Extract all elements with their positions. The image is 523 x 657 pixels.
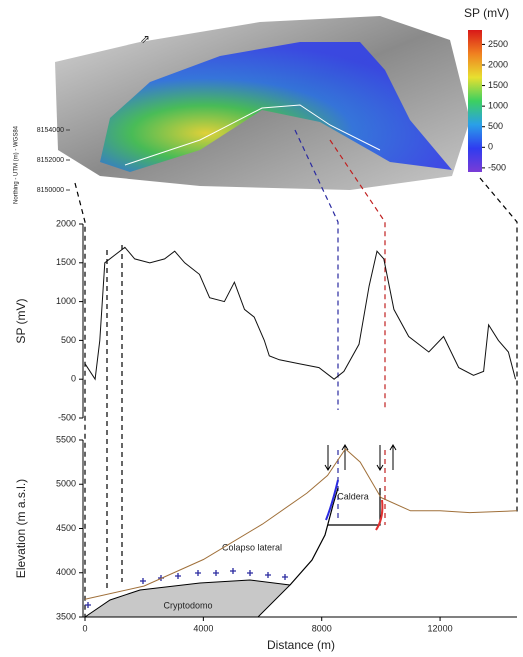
- annotation: Colapso lateral: [222, 542, 282, 552]
- colorbar-tick-label: -500: [488, 162, 506, 172]
- data-line: [84, 246, 516, 381]
- colorbar-tick-label: 2500: [488, 39, 508, 49]
- y-tick-label: 2000: [56, 218, 76, 228]
- annotation: Cryptodomo: [163, 600, 212, 610]
- northing-tick-label: 8154000: [37, 127, 64, 134]
- y-axis-label: Elevation (m a.s.l.): [14, 479, 28, 578]
- northing-tick-label: 8152000: [37, 157, 64, 164]
- northing-tick-label: 8150000: [37, 187, 64, 194]
- cryptodomo-body: [83, 579, 292, 618]
- colorbar-tick-label: 1500: [488, 80, 508, 90]
- y-tick-label: 1000: [56, 296, 76, 306]
- y-tick-label: 3500: [56, 611, 76, 621]
- y-tick-label: 0: [71, 374, 76, 384]
- x-axis-label: Distance (m): [267, 638, 335, 652]
- caldera-outline: [328, 488, 381, 526]
- data-line: [84, 448, 518, 600]
- x-tick-label: 4000: [193, 623, 213, 633]
- colorbar-tick-label: 0: [488, 142, 493, 152]
- y-tick-label: 1500: [56, 257, 76, 267]
- annotation: Caldera: [337, 491, 369, 501]
- y-tick-label: 4500: [56, 523, 76, 533]
- guides: [74, 129, 518, 617]
- profile-trace: [124, 104, 381, 166]
- arrows: [324, 444, 397, 471]
- x-tick-label: 0: [82, 623, 87, 633]
- colorbar-title: SP (mV): [464, 6, 509, 20]
- colorbar-tick-label: 2000: [488, 59, 508, 69]
- y-tick-label: 500: [61, 335, 76, 345]
- colorbar: [468, 30, 482, 172]
- north-arrow: ⇗: [140, 32, 150, 46]
- fault-red: [375, 499, 384, 531]
- x-tick-label: 8000: [312, 623, 332, 633]
- y-tick-label: 5000: [56, 479, 76, 489]
- y-tick-label: -500: [58, 412, 76, 422]
- colorbar-tick-label: 1000: [488, 101, 508, 111]
- y-tick-label: 4000: [56, 567, 76, 577]
- y-tick-label: 5500: [56, 434, 76, 444]
- northing-label: Northing - UTM (m) - WGS84: [14, 125, 20, 204]
- fault-blue: [325, 479, 339, 521]
- collapse-scar: [289, 487, 339, 586]
- colorbar-tick-label: 500: [488, 121, 503, 131]
- y-axis-label: SP (mV): [14, 298, 28, 343]
- x-tick-label: 12000: [428, 623, 453, 633]
